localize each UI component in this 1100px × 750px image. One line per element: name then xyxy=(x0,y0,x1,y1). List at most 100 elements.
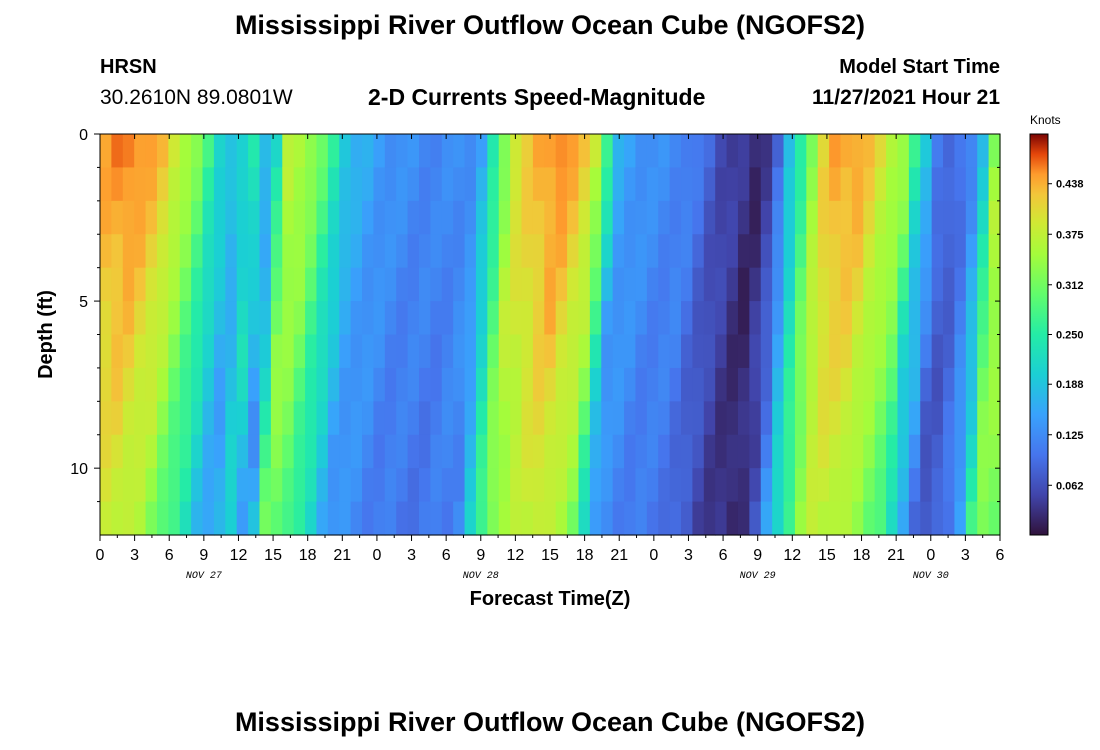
heatmap-cell xyxy=(418,434,431,469)
heatmap-cell xyxy=(635,234,648,269)
heatmap-cell xyxy=(897,167,910,202)
heatmap-cell xyxy=(681,267,693,302)
heatmap-cell xyxy=(487,134,500,169)
heatmap-cell xyxy=(441,367,454,402)
footer-title: Mississippi River Outflow Ocean Cube (NG… xyxy=(234,707,866,737)
heatmap-cell xyxy=(111,267,124,302)
heatmap-cell xyxy=(646,434,659,469)
heatmap-cell xyxy=(430,334,443,369)
chart-subtitle: 2-D Currents Speed-Magnitude xyxy=(368,84,706,110)
heatmap-cell xyxy=(316,267,329,302)
heatmap-cell xyxy=(248,234,261,269)
heatmap-cell xyxy=(692,267,705,302)
heatmap-cell xyxy=(737,334,750,369)
heatmap-cell xyxy=(293,334,306,369)
heatmap-cell xyxy=(874,367,887,402)
heatmap-cell xyxy=(441,234,454,269)
heatmap-cell xyxy=(817,301,830,336)
heatmap-cell xyxy=(589,301,602,336)
heatmap-cell xyxy=(908,200,921,235)
heatmap-cell xyxy=(703,267,716,302)
heatmap-cell xyxy=(100,501,112,536)
heatmap-cell xyxy=(783,167,796,202)
heatmap-cell xyxy=(282,367,295,402)
heatmap-cell xyxy=(532,468,545,503)
heatmap-cell xyxy=(886,401,899,436)
heatmap-cell xyxy=(430,134,443,169)
heatmap-cell xyxy=(532,401,545,436)
heatmap-cell xyxy=(806,501,819,536)
heatmap-cell xyxy=(339,334,352,369)
heatmap-cell xyxy=(897,401,910,436)
heatmap-cell xyxy=(715,267,728,302)
heatmap-cell xyxy=(851,134,864,169)
heatmap-cell xyxy=(407,367,420,402)
heatmap-cell xyxy=(441,134,454,169)
heatmap-cell xyxy=(669,367,682,402)
heatmap-cell xyxy=(156,234,169,269)
heatmap-cell xyxy=(681,234,693,269)
heatmap-cell xyxy=(430,434,443,469)
heatmap-cell xyxy=(498,134,511,169)
heatmap-cell xyxy=(794,200,807,235)
heatmap-cell xyxy=(475,401,488,436)
heatmap-cell xyxy=(646,200,659,235)
heatmap-cell xyxy=(783,367,796,402)
heatmap-cell xyxy=(555,501,568,536)
heatmap-cell xyxy=(567,468,580,503)
heatmap-cell xyxy=(532,334,545,369)
heatmap-cell xyxy=(453,401,466,436)
heatmap-cell xyxy=(475,167,488,202)
heatmap-cell xyxy=(794,167,807,202)
heatmap-cell xyxy=(202,167,215,202)
heatmap-cell xyxy=(202,434,215,469)
heatmap-cell xyxy=(430,401,443,436)
heatmap-cell xyxy=(145,167,158,202)
heatmap-cell xyxy=(453,468,466,503)
heatmap-cell xyxy=(931,501,944,536)
heatmap-cell xyxy=(532,501,545,536)
heatmap-cell xyxy=(384,468,397,503)
heatmap-cell xyxy=(270,167,283,202)
x-tick-label: 9 xyxy=(753,547,762,564)
heatmap-cell xyxy=(988,468,1001,503)
heatmap-cell xyxy=(111,468,124,503)
heatmap-cell xyxy=(886,367,899,402)
heatmap-cell xyxy=(236,367,249,402)
heatmap-cell xyxy=(350,134,363,169)
heatmap-cell xyxy=(851,501,864,536)
x-date-label: NOV 27 xyxy=(186,571,222,582)
heatmap-cell xyxy=(715,468,728,503)
heatmap-cell xyxy=(418,301,431,336)
heatmap-cell xyxy=(407,434,420,469)
heatmap-cell xyxy=(988,134,1001,169)
heatmap-cell xyxy=(487,434,500,469)
heatmap-cell xyxy=(441,267,454,302)
heatmap-cell xyxy=(168,401,181,436)
heatmap-cell xyxy=(555,434,568,469)
heatmap-cell xyxy=(977,401,990,436)
x-tick-label: 6 xyxy=(165,547,174,564)
heatmap-cell xyxy=(453,501,466,536)
heatmap-cell xyxy=(669,434,682,469)
heatmap-cell xyxy=(794,267,807,302)
heatmap-cell xyxy=(327,267,340,302)
heatmap-cell xyxy=(156,367,169,402)
heatmap-cell xyxy=(384,334,397,369)
heatmap-cell xyxy=(293,267,306,302)
heatmap-cell xyxy=(453,267,466,302)
heatmap-cell xyxy=(931,234,944,269)
heatmap-cell xyxy=(134,501,147,536)
heatmap-cell xyxy=(589,468,602,503)
heatmap-cell xyxy=(726,167,739,202)
heatmap-cell xyxy=(658,367,671,402)
x-tick-label: 6 xyxy=(719,547,728,564)
heatmap-cell xyxy=(487,267,500,302)
heatmap-cell xyxy=(441,167,454,202)
heatmap-cell xyxy=(145,334,158,369)
heatmap-cell xyxy=(851,200,864,235)
heatmap-cell xyxy=(612,334,625,369)
heatmap-cell xyxy=(943,434,956,469)
heatmap-cell xyxy=(783,434,796,469)
heatmap-cell xyxy=(498,334,511,369)
